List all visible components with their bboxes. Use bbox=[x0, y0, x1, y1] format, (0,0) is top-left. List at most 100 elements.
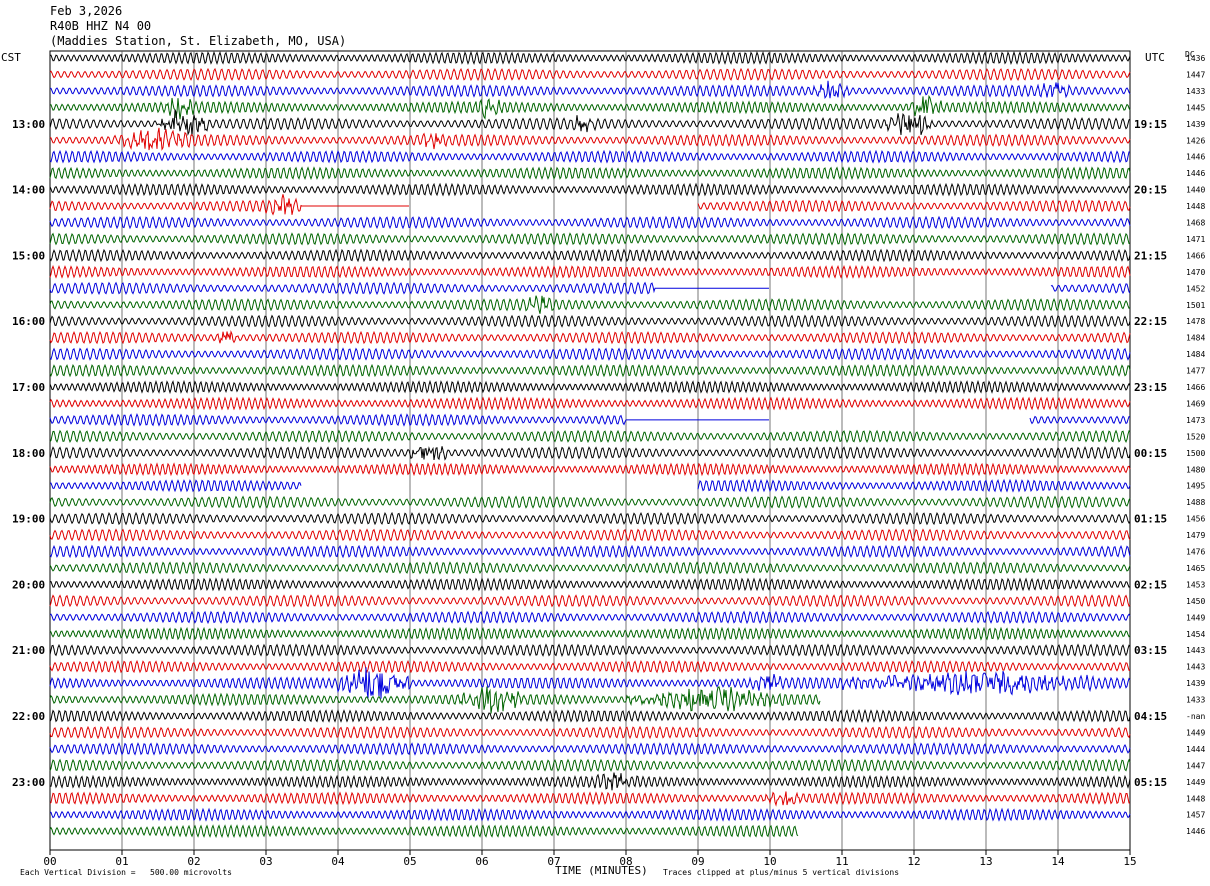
dc-offset-label: 1470 bbox=[1186, 268, 1205, 277]
trace-line bbox=[49, 232, 1131, 246]
trace-line bbox=[49, 314, 1131, 328]
left-hour-label: 17:00 bbox=[12, 381, 45, 394]
x-tick-label: 03 bbox=[259, 855, 272, 868]
trace-line bbox=[49, 330, 1131, 345]
trace-line bbox=[49, 446, 1131, 461]
trace-line bbox=[49, 281, 1131, 296]
x-tick-label: 00 bbox=[43, 855, 56, 868]
x-tick-label: 10 bbox=[763, 855, 776, 868]
left-hour-label: 23:00 bbox=[12, 776, 45, 789]
dc-offset-label: 1484 bbox=[1186, 350, 1205, 359]
trace-line bbox=[49, 109, 1131, 136]
dc-offset-label: 1449 bbox=[1186, 778, 1205, 787]
dc-offset-label: 1446 bbox=[1186, 827, 1205, 836]
dc-offset-label: 1448 bbox=[1186, 794, 1205, 803]
dc-offset-label: 1447 bbox=[1186, 761, 1205, 770]
trace-line bbox=[49, 215, 1131, 230]
trace-line bbox=[49, 347, 1131, 361]
dc-offset-label: 1436 bbox=[1186, 54, 1205, 63]
left-hour-label: 21:00 bbox=[12, 644, 45, 657]
dc-offset-label: 1448 bbox=[1186, 202, 1205, 211]
dc-offset-label: 1457 bbox=[1186, 811, 1205, 820]
dc-offset-label: 1480 bbox=[1186, 465, 1205, 474]
scale-note: Each Vertical Division = 500.00 microvol… bbox=[20, 868, 232, 877]
trace-line bbox=[49, 791, 1131, 807]
dc-offset-label: 1484 bbox=[1186, 334, 1205, 343]
x-tick-label: 12 bbox=[907, 855, 920, 868]
left-hour-label: 19:00 bbox=[12, 513, 45, 526]
header-station-name: (Maddies Station, St. Elizabeth, MO, USA… bbox=[50, 34, 347, 48]
dc-offset-label: 1433 bbox=[1186, 87, 1205, 96]
right-hour-label: 04:15 bbox=[1134, 710, 1167, 723]
dc-offset-label: 1468 bbox=[1186, 219, 1205, 228]
dc-offset-label: 1449 bbox=[1186, 613, 1205, 622]
dc-offset-label: 1450 bbox=[1186, 597, 1205, 606]
dc-offset-label: -nan bbox=[1186, 712, 1205, 721]
dc-offset-label: 1466 bbox=[1186, 251, 1205, 260]
right-hour-label: 03:15 bbox=[1134, 644, 1167, 657]
right-hour-label: 19:15 bbox=[1134, 118, 1167, 131]
header-date: Feb 3,2026 bbox=[50, 4, 123, 18]
left-timezone-label: CST bbox=[1, 51, 21, 64]
trace-line bbox=[49, 594, 1131, 608]
trace-line bbox=[49, 807, 1131, 822]
trace-line bbox=[49, 379, 1131, 395]
dc-offset-label: 1469 bbox=[1186, 399, 1205, 408]
trace-line bbox=[49, 264, 1131, 279]
trace-line bbox=[49, 626, 1131, 641]
dc-offset-label: 1447 bbox=[1186, 70, 1205, 79]
dc-offset-label: 1495 bbox=[1186, 482, 1205, 491]
x-tick-label: 01 bbox=[115, 855, 128, 868]
x-tick-label: 05 bbox=[403, 855, 416, 868]
dc-offset-label: 1446 bbox=[1186, 169, 1205, 178]
dc-offset-label: 1433 bbox=[1186, 696, 1205, 705]
trace-line bbox=[49, 610, 1131, 625]
trace-line bbox=[49, 758, 1131, 773]
dc-offset-label: 1446 bbox=[1186, 153, 1205, 162]
trace-line bbox=[49, 659, 1131, 674]
dc-offset-label: 1478 bbox=[1186, 317, 1205, 326]
trace-line bbox=[49, 295, 1131, 314]
trace-line bbox=[49, 528, 1131, 542]
plot-frame bbox=[49, 50, 1131, 851]
dc-offset-label: 1454 bbox=[1186, 630, 1205, 639]
left-hour-label: 13:00 bbox=[12, 118, 45, 131]
x-tick-label: 15 bbox=[1123, 855, 1136, 868]
x-axis-label: TIME (MINUTES) bbox=[555, 864, 648, 877]
dc-offset-label: 1443 bbox=[1186, 663, 1205, 672]
dc-offset-label: 1520 bbox=[1186, 432, 1205, 441]
trace-line bbox=[49, 462, 1131, 477]
dc-offset-label: 1473 bbox=[1186, 416, 1205, 425]
dc-offset-label: 1488 bbox=[1186, 498, 1205, 507]
x-tick-label: 06 bbox=[475, 855, 488, 868]
dc-offset-label: 1466 bbox=[1186, 383, 1205, 392]
trace-line bbox=[49, 50, 1131, 66]
trace-line bbox=[49, 667, 1131, 699]
header-station-code: R40B HHZ N4 00 bbox=[50, 19, 152, 33]
x-tick-label: 02 bbox=[187, 855, 200, 868]
left-hour-label: 16:00 bbox=[12, 315, 45, 328]
dc-offset-label: 1452 bbox=[1186, 284, 1205, 293]
trace-line bbox=[49, 80, 1131, 100]
x-tick-label: 11 bbox=[835, 855, 848, 868]
trace-line bbox=[49, 544, 1131, 559]
trace-line bbox=[49, 67, 1131, 82]
x-tick-label: 04 bbox=[331, 855, 345, 868]
dc-offset-label: 1453 bbox=[1186, 580, 1205, 589]
x-tick-label: 07 bbox=[547, 855, 560, 868]
trace-line bbox=[49, 643, 1131, 658]
trace-line bbox=[49, 363, 1131, 378]
right-hour-label: 00:15 bbox=[1134, 447, 1167, 460]
trace-line bbox=[49, 495, 1131, 509]
x-tick-label: 09 bbox=[691, 855, 704, 868]
left-hour-label: 20:00 bbox=[12, 578, 45, 591]
trace-line bbox=[49, 725, 1131, 740]
dc-offset-label: 1500 bbox=[1186, 449, 1205, 458]
trace-line bbox=[49, 709, 1131, 723]
trace-line bbox=[49, 478, 1131, 493]
trace-line bbox=[49, 127, 1131, 151]
dc-offset-label: 1445 bbox=[1186, 103, 1205, 112]
right-hour-label: 05:15 bbox=[1134, 776, 1167, 789]
trace-line bbox=[50, 687, 1130, 714]
trace-line bbox=[49, 429, 1131, 444]
